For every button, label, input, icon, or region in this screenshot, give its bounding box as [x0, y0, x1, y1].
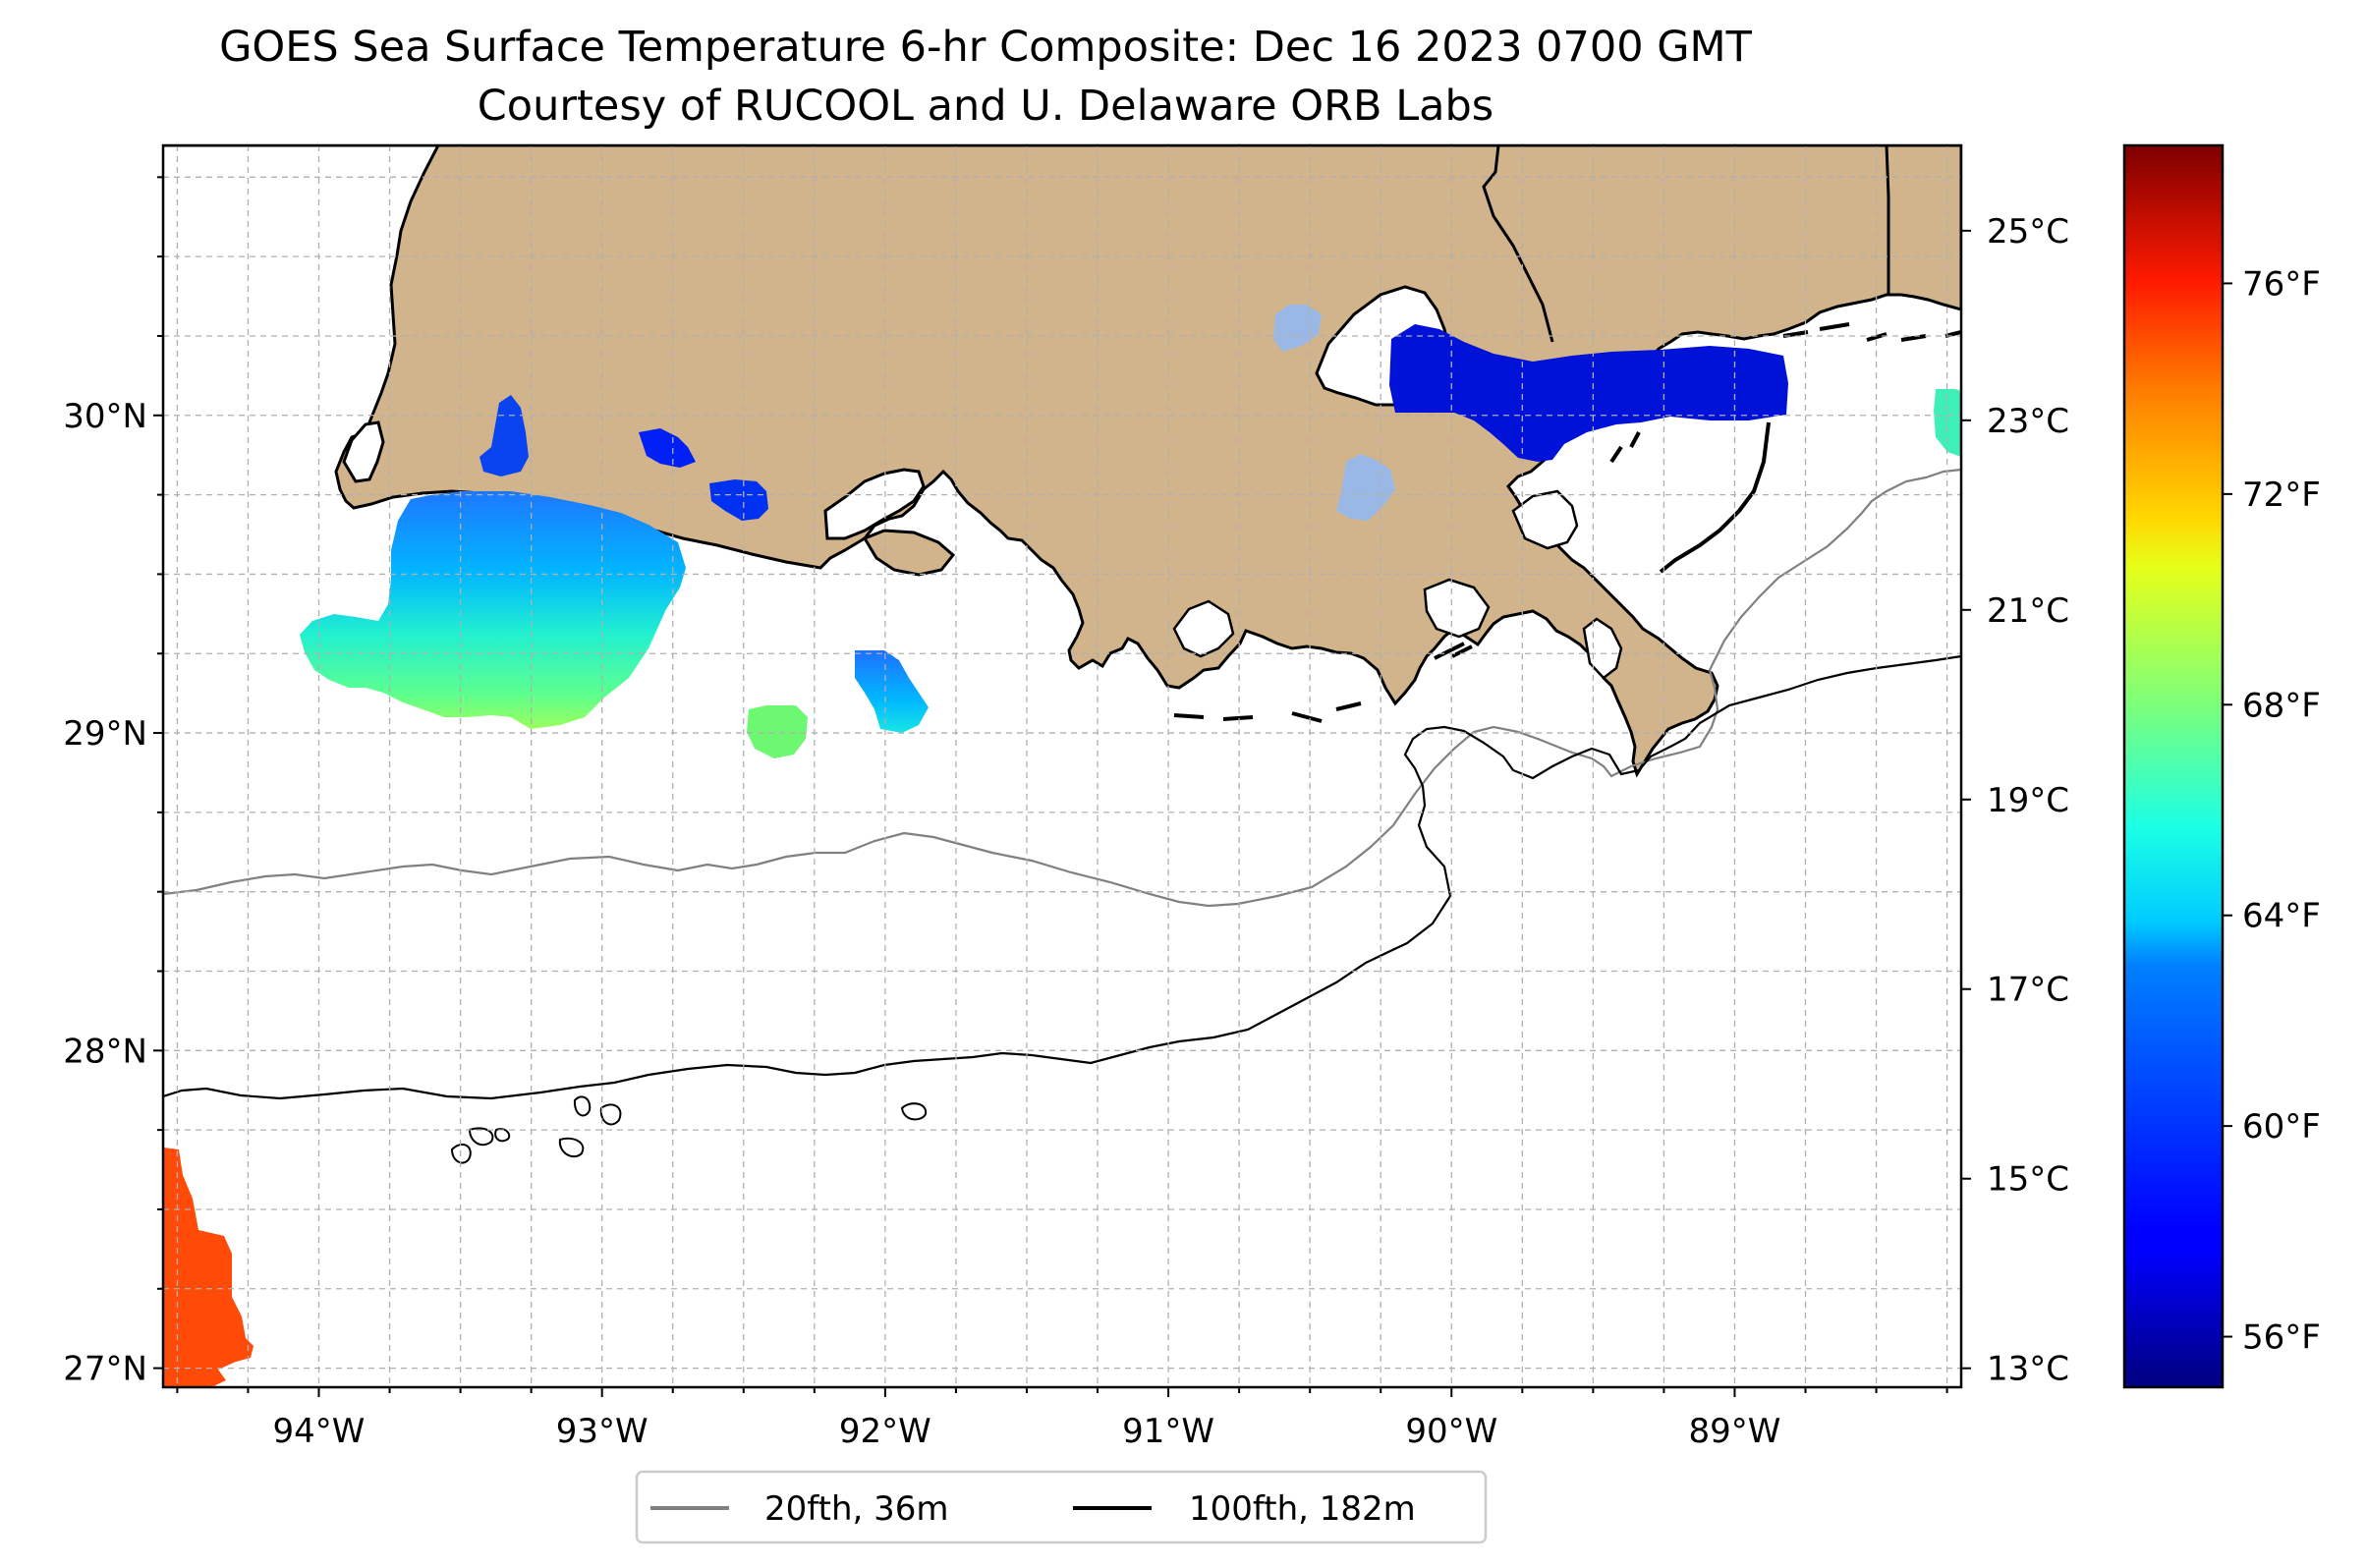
lon-tick-label: 94°W: [273, 1412, 366, 1451]
fahrenheit-tick-label: 56°F: [2242, 1318, 2321, 1358]
lon-tick-label: 90°W: [1405, 1412, 1497, 1451]
lon-tick-label: 93°W: [556, 1412, 648, 1451]
latitude-labels: 27°N 28°N 29°N 30°N: [63, 397, 147, 1389]
fahrenheit-tick-label: 68°F: [2242, 686, 2321, 725]
lat-tick-label: 27°N: [63, 1350, 147, 1389]
isobath-100fth: [163, 654, 1961, 1100]
isobath-100fth-islands: [450, 1095, 928, 1164]
map-axis-ticks: [153, 176, 1948, 1397]
chandeleur-islands: [1609, 421, 1771, 574]
lat-tick-label: 30°N: [63, 397, 147, 436]
fahrenheit-tick-label: 60°F: [2242, 1107, 2321, 1147]
sst-patch-lake-borgne-chandeleur: [1389, 324, 1788, 462]
celsius-tick-label: 21°C: [1987, 591, 2069, 631]
celsius-tick-label: 19°C: [1987, 781, 2069, 820]
terrebonne-bays: [1172, 599, 1235, 658]
sst-patch-white-lake: [639, 428, 696, 468]
grid-lines: [163, 145, 1961, 1387]
celsius-tick-label: 17°C: [1987, 971, 2069, 1010]
sst-patch-offshore-atchafalaya: [855, 650, 929, 733]
celsius-tick-label: 25°C: [1987, 212, 2069, 252]
celsius-tick-label: 15°C: [1987, 1160, 2069, 1200]
sst-patch-mississippi-coast: [1934, 389, 1961, 457]
sst-patch-offshore-marsh-island: [747, 705, 808, 758]
sst-patch-offshore-sabine: [300, 491, 686, 729]
state-boundary-la-ms: [1482, 145, 1554, 343]
map-frame: [161, 143, 1963, 1389]
colorbar-fahrenheit-labels: 56°F 60°F 64°F 68°F 72°F 76°F: [2242, 264, 2321, 1357]
colorbar: [2122, 143, 2225, 1389]
fahrenheit-tick-label: 72°F: [2242, 476, 2321, 515]
sst-patch-calcasieu: [479, 395, 529, 476]
legend-label-20fth: 20fth, 36m: [764, 1489, 949, 1529]
colorbar-celsius-labels: 13°C 15°C 17°C 19°C 21°C 23°C 25°C: [1987, 212, 2069, 1389]
isobath-20fth: [163, 468, 1961, 908]
barrier-islands: [1782, 322, 1961, 342]
legend-label-100fth: 100fth, 182m: [1189, 1489, 1416, 1529]
fahrenheit-tick-label: 76°F: [2242, 264, 2321, 304]
lat-tick-label: 29°N: [63, 714, 147, 754]
marsh-island: [862, 529, 956, 577]
lon-tick-label: 89°W: [1689, 1412, 1781, 1451]
vermilion-bay-water: [823, 468, 926, 540]
longitude-labels: 94°W 93°W 92°W 91°W 90°W 89°W: [273, 1412, 1781, 1451]
calcasieu-lake-water: [342, 420, 385, 483]
lat-tick-label: 28°N: [63, 1032, 147, 1071]
lon-tick-label: 91°W: [1122, 1412, 1214, 1451]
sst-patch-south-west-corner: [163, 1148, 254, 1387]
barataria-bay: [1423, 578, 1491, 639]
isles-dernieres: [1173, 642, 1473, 723]
celsius-tick-label: 23°C: [1987, 402, 2069, 441]
sst-patch-vermilion-bay: [709, 479, 768, 521]
legend: 20fth, 36m 100fth, 182m: [635, 1470, 1488, 1544]
celsius-tick-label: 13°C: [1987, 1350, 2069, 1389]
map-subtitle: Courtesy of RUCOOL and U. Delaware ORB L…: [477, 82, 1494, 131]
colorbar-ticks: [1961, 229, 2232, 1370]
legend-box: [635, 1470, 1488, 1544]
map-title: GOES Sea Surface Temperature 6-hr Compos…: [219, 23, 1752, 72]
lon-tick-label: 92°W: [839, 1412, 931, 1451]
fahrenheit-tick-label: 64°F: [2242, 897, 2321, 936]
state-boundary-ms: [1885, 145, 1890, 295]
